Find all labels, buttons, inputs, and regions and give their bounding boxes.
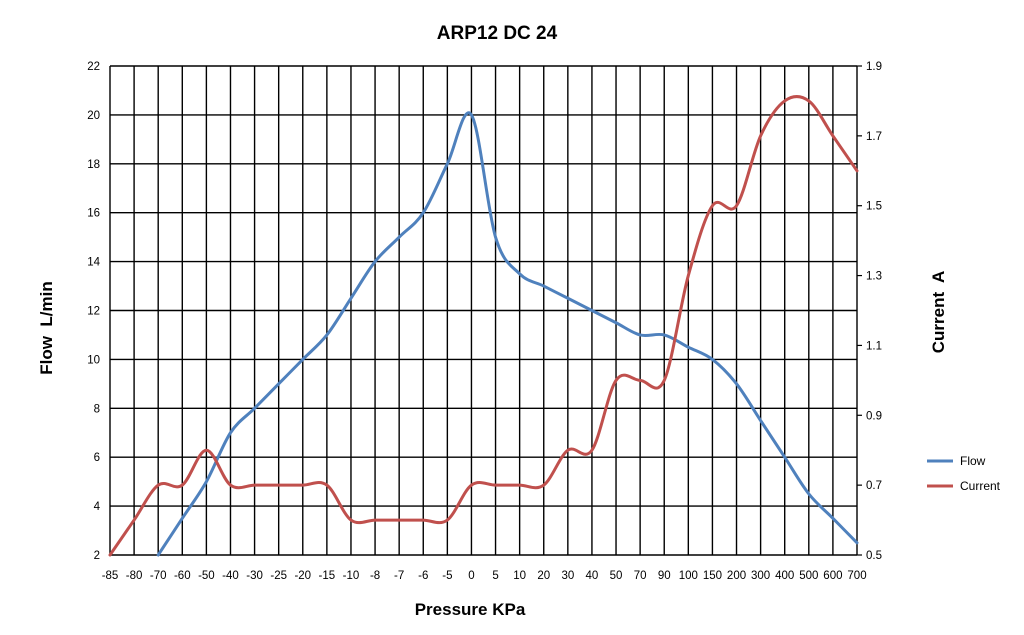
- x-tick-label: 90: [658, 570, 671, 582]
- x-tick-label: 300: [751, 570, 770, 582]
- chart-title: ARP12 DC 24: [437, 23, 558, 44]
- x-tick-label: -5: [442, 570, 452, 582]
- y-tick-labels: 2 4 6 8 10 12 14 16 18 20 22: [87, 61, 100, 562]
- x-tick-label: -8: [370, 570, 380, 582]
- x-tick-label: 700: [847, 570, 866, 582]
- legend-label-current: Current: [960, 479, 1001, 493]
- x-tick-label: 500: [799, 570, 818, 582]
- x-tick-label: 150: [703, 570, 722, 582]
- x-tick-label: 40: [586, 570, 599, 582]
- x-tick-label: 10: [513, 570, 526, 582]
- x-tick-label: -80: [126, 570, 143, 582]
- y2-tick-label: 0.7: [866, 480, 882, 492]
- y2-tick-label: 1.5: [866, 201, 882, 213]
- legend: Flow Current: [927, 454, 1001, 493]
- x-tick-label: -70: [150, 570, 167, 582]
- y-tick-label: 6: [94, 452, 100, 464]
- y-tick-label: 12: [87, 306, 100, 318]
- x-tick-label: 200: [727, 570, 746, 582]
- x-tick-label: -10: [343, 570, 360, 582]
- x-tick-label: 600: [823, 570, 842, 582]
- x-tick-label: -30: [246, 570, 263, 582]
- y2-tick-label: 0.9: [866, 410, 882, 422]
- y2-tick-label: 1.7: [866, 131, 882, 143]
- x-tick-label: 50: [610, 570, 623, 582]
- y-axis-title: Flow L/min: [37, 281, 56, 375]
- series-line-flow: [156, 111, 859, 557]
- x-tick-label: 0: [468, 570, 474, 582]
- y-tick-label: 8: [94, 403, 100, 415]
- x-tick-label: 5: [492, 570, 498, 582]
- y-tick-label: 20: [87, 110, 100, 122]
- y-tick-label: 2: [94, 550, 100, 562]
- x-tick-label: 400: [775, 570, 794, 582]
- x-tick-label: -50: [198, 570, 215, 582]
- x-tick-label: 100: [679, 570, 698, 582]
- y2-tick-labels: 0.5 0.7 0.9 1.1 1.3 1.5 1.7 1.9: [866, 61, 882, 562]
- x-tick-label: 20: [537, 570, 550, 582]
- x-tick-label: -15: [319, 570, 336, 582]
- x-tick-label: -20: [294, 570, 311, 582]
- legend-label-flow: Flow: [960, 454, 986, 468]
- y-tick-label: 10: [87, 354, 100, 366]
- grid: [109, 65, 862, 556]
- x-tick-label: -85: [102, 570, 119, 582]
- y2-tick-label: 1.3: [866, 271, 882, 283]
- x-tick-label: -40: [222, 570, 239, 582]
- y-tick-label: 14: [87, 257, 100, 269]
- y-tick-label: 22: [87, 61, 100, 73]
- y2-tick-label: 1.1: [866, 340, 882, 352]
- x-tick-label: -60: [174, 570, 191, 582]
- x-tick-label: 70: [634, 570, 647, 582]
- y-tick-label: 18: [87, 159, 100, 171]
- x-tick-labels: -85 -80 -70 -60 -50 -40 -30 -25 -20 -15 -10 -8 -7 -6-…: [102, 570, 867, 582]
- x-axis-title: Pressure KPa: [415, 600, 526, 619]
- y2-axis-title: Current A: [929, 271, 948, 354]
- series-layer: [108, 95, 859, 557]
- y-tick-label: 16: [87, 208, 100, 220]
- x-tick-label: -25: [270, 570, 287, 582]
- y2-tick-label: 1.9: [866, 61, 882, 73]
- x-tick-label: -6: [418, 570, 428, 582]
- series-line-current: [108, 95, 859, 557]
- y-tick-label: 4: [94, 501, 101, 513]
- y2-tick-label: 0.5: [866, 550, 882, 562]
- x-tick-label: 30: [561, 570, 574, 582]
- x-tick-label: -7: [394, 570, 404, 582]
